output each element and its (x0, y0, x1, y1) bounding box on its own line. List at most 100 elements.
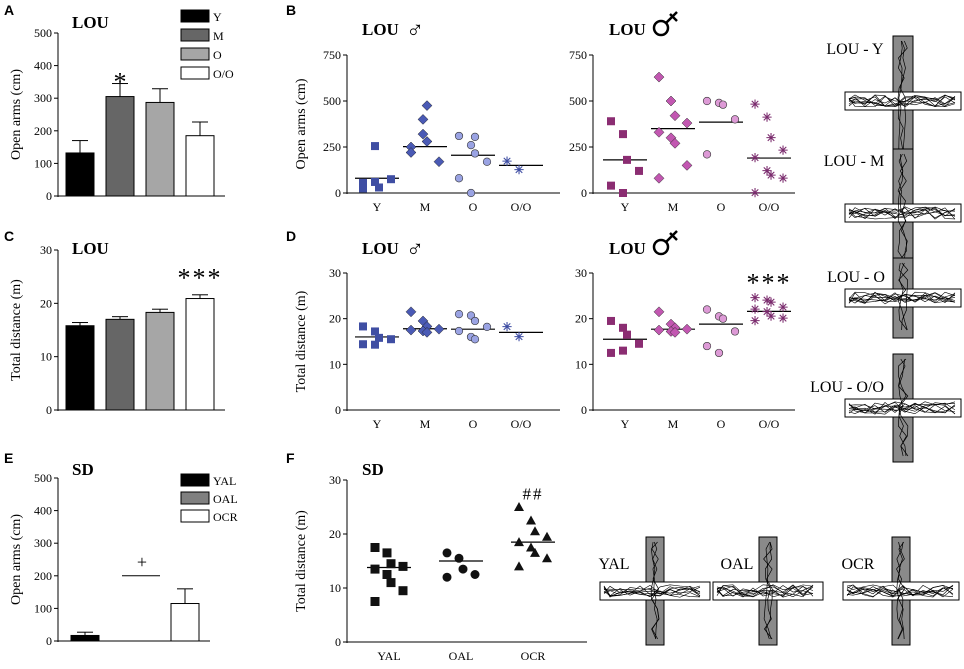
data-point (635, 339, 643, 348)
data-point (386, 578, 396, 588)
maze-path (846, 584, 954, 597)
maze-path (897, 153, 908, 272)
maze-path (716, 584, 814, 598)
data-point (387, 335, 395, 344)
bar (70, 634, 100, 642)
y-axis-label: Open arms (cm) (294, 78, 309, 169)
y-tick-label: 30 (40, 243, 52, 257)
legend-label: OAL (213, 492, 238, 506)
data-point (417, 114, 429, 125)
data-point (714, 348, 724, 358)
significance-marker: *** (178, 264, 223, 293)
maze-path (898, 358, 909, 457)
y-tick-label: 10 (329, 357, 341, 371)
data-point (359, 322, 367, 331)
bar (170, 603, 200, 642)
data-point (482, 157, 492, 166)
data-point (370, 564, 380, 574)
data-point (702, 150, 712, 159)
y-tick-label: 10 (575, 357, 587, 371)
x-tick-label: Y (373, 200, 382, 214)
maze-label: LOU - M (824, 153, 884, 170)
y-tick-label: 30 (575, 266, 587, 280)
legend-swatch (180, 47, 210, 61)
female-symbol-stem (665, 230, 678, 243)
maze-track (842, 536, 960, 646)
maze-path (716, 585, 814, 598)
data-point: ✳ (750, 151, 760, 165)
female-symbol-icon (652, 11, 678, 37)
data-point (442, 548, 452, 558)
y-tick-label: 0 (46, 634, 52, 648)
data-point (718, 314, 728, 323)
maze-path (846, 585, 954, 597)
data-point (370, 597, 380, 606)
data-point (370, 543, 380, 552)
data-point (653, 306, 665, 318)
data-point (635, 166, 643, 175)
data-point: ✳ (762, 293, 772, 307)
data-point (653, 324, 665, 336)
data-point (375, 333, 383, 342)
maze-path (897, 40, 905, 159)
data-point (526, 542, 536, 552)
legend-label: M (213, 29, 224, 43)
panel-label-F: F (286, 450, 295, 466)
x-tick-label: Y (373, 417, 382, 431)
female-symbol-circle (652, 19, 670, 37)
data-point (375, 183, 383, 192)
y-tick-label: 30 (329, 473, 341, 487)
maze-label: OAL (721, 556, 754, 573)
data-point (382, 548, 392, 558)
data-point: ✳ (762, 164, 772, 178)
legend-swatch (180, 473, 210, 487)
data-point: ✳ (766, 296, 776, 310)
maze-label: LOU - O/O (810, 379, 884, 396)
significance-marker: * (114, 67, 127, 96)
legend-label: O (213, 48, 222, 62)
data-point: ✳ (514, 163, 524, 177)
y-tick-label: 200 (34, 124, 52, 138)
maze-path (763, 541, 772, 640)
maze-path (896, 541, 905, 640)
data-point (387, 175, 395, 184)
data-point (619, 323, 627, 332)
data-point (398, 561, 408, 571)
panel-title: LOU (362, 239, 399, 258)
bar (185, 298, 215, 411)
maze-path (716, 585, 814, 598)
bar (65, 325, 95, 411)
y-tick-label: 500 (569, 94, 587, 108)
female-symbol-bar (669, 232, 678, 241)
y-tick-label: 0 (46, 189, 52, 203)
data-point (470, 149, 480, 158)
data-point (542, 531, 552, 541)
data-point (371, 327, 379, 336)
data-point (619, 130, 627, 139)
data-point: ✳ (750, 303, 760, 317)
y-tick-label: 0 (335, 635, 341, 649)
panel-title: SD (362, 460, 384, 479)
maze-track (844, 35, 962, 167)
data-point (730, 327, 740, 336)
maze-track (844, 353, 962, 463)
x-tick-label: Y (621, 200, 630, 214)
data-point (454, 326, 464, 336)
maze-path (716, 584, 814, 597)
y-tick-label: 20 (329, 312, 341, 326)
y-tick-label: 500 (34, 26, 52, 40)
data-point (619, 346, 627, 355)
data-point (623, 155, 631, 164)
data-point (371, 340, 379, 349)
y-tick-label: 250 (569, 140, 587, 154)
legend-label: Y (213, 10, 222, 24)
data-point: ✳ (750, 314, 760, 328)
data-point (607, 181, 615, 190)
maze-path (898, 40, 908, 159)
data-point: ✳ (750, 186, 760, 200)
maze-track (599, 536, 711, 646)
data-point (702, 341, 712, 351)
data-point (623, 330, 631, 339)
maze-path (848, 295, 956, 304)
